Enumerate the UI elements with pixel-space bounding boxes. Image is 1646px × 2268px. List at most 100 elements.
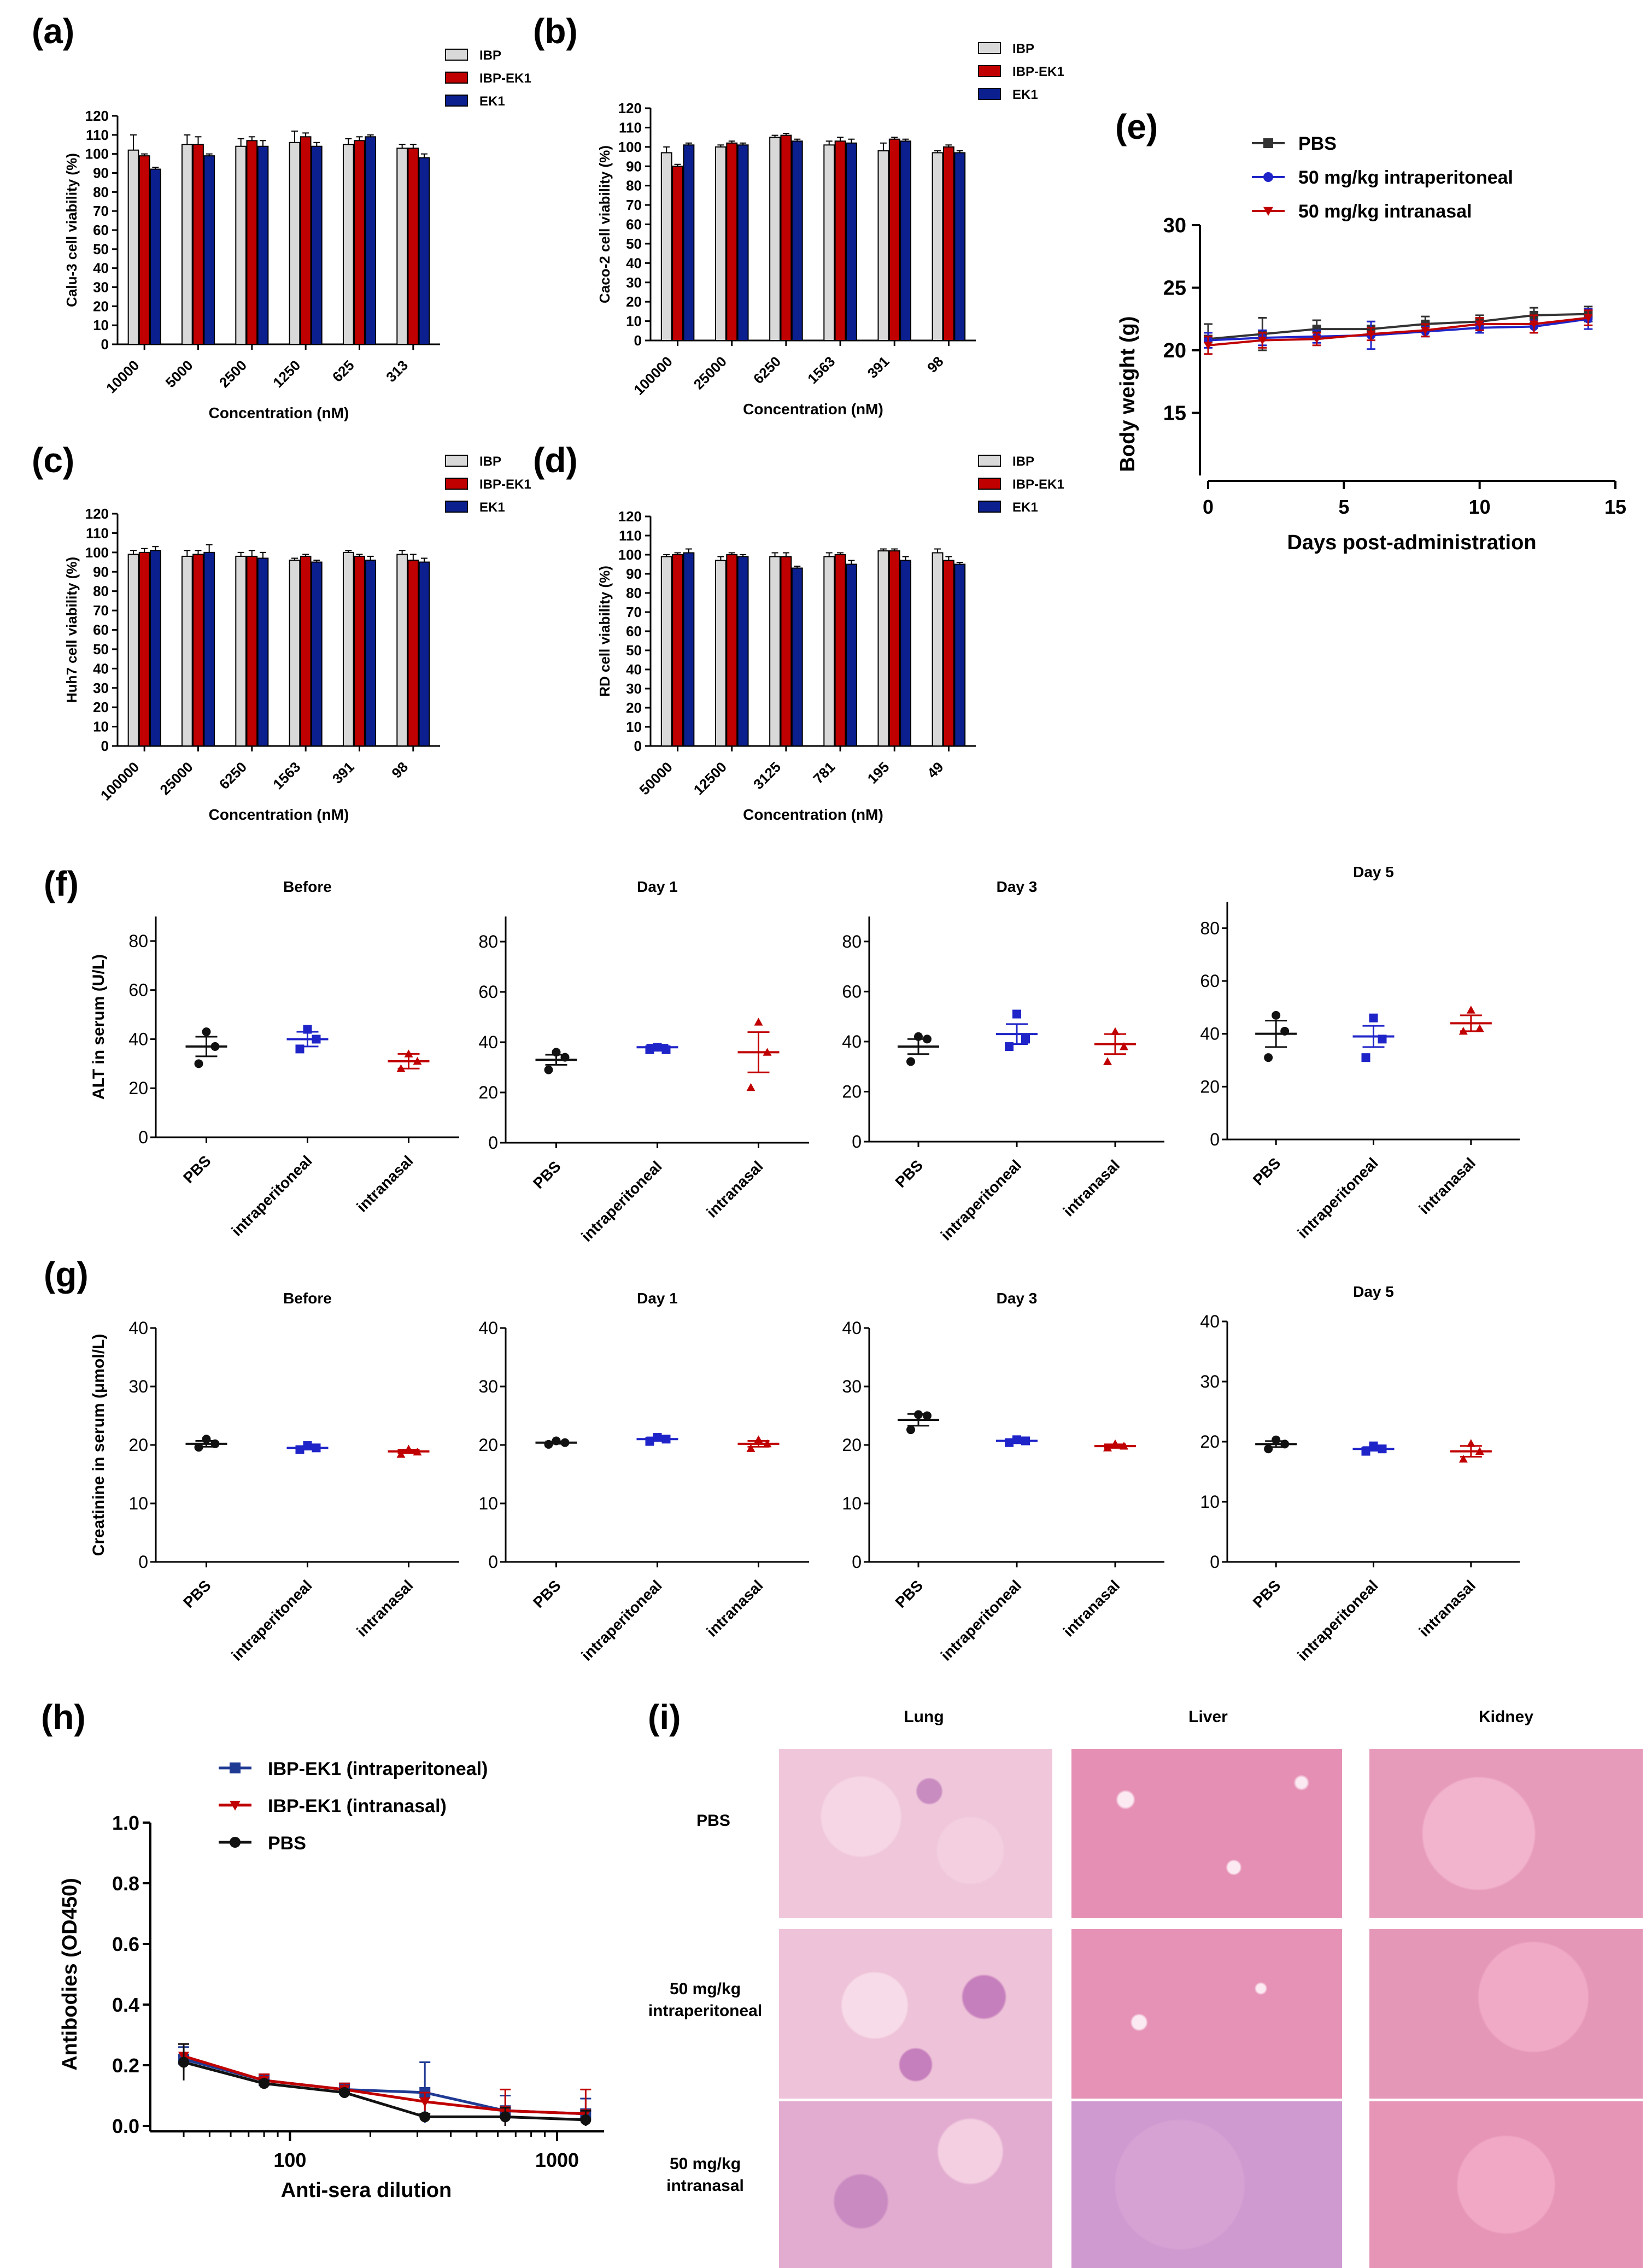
y-tick-label-a: 110: [86, 127, 109, 143]
panel-label-g: (g): [44, 1255, 89, 1294]
series-line-h: [183, 2061, 586, 2122]
y-tick-label-d: 50: [626, 642, 642, 659]
y-tick-label-a: 60: [93, 222, 109, 238]
data-point-g: [194, 1443, 203, 1452]
legend-label-d: EK1: [1012, 500, 1038, 515]
x-tick-label-h: 1000: [535, 2149, 579, 2171]
y-tick-label-b: 100: [618, 139, 642, 155]
bar-d: [672, 554, 684, 747]
y-tick-label-d: 0: [634, 738, 642, 754]
data-point-f: [1361, 1053, 1370, 1062]
x-tick-label-a: 1250: [270, 357, 303, 391]
y-tick-label-d: 80: [626, 585, 642, 601]
legend-label-d: IBP-EK1: [1012, 477, 1064, 492]
x-tick-label-f: intraperitoneal: [228, 1152, 315, 1239]
y-tick-label-f: 0: [488, 1133, 498, 1153]
y-axis-label-b: Caco-2 cell viability (%): [596, 145, 613, 303]
x-tick-label-c: 6250: [216, 759, 250, 792]
legend-swatch-b: [978, 42, 1001, 54]
data-point-h: [259, 2078, 270, 2089]
x-tick-label-e: 15: [1604, 496, 1626, 518]
y-tick-label-a: 10: [93, 317, 109, 333]
data-point-f: [1111, 1027, 1120, 1035]
legend-marker-h: [230, 1801, 241, 1811]
bar-a: [289, 142, 301, 345]
bar-a: [300, 136, 312, 345]
x-tick-label-g: intraperitoneal: [1294, 1577, 1381, 1664]
y-tick-label-d: 110: [619, 527, 642, 544]
panel-label-i: (i): [648, 1697, 681, 1737]
subplot-title-g: Before: [283, 1290, 332, 1307]
legend-label-b: IBP: [1012, 42, 1034, 56]
y-tick-label-g: 10: [478, 1494, 498, 1513]
bar-c: [354, 555, 365, 747]
data-point-e: [1584, 314, 1593, 322]
y-axis-label-d: RD cell viability (%): [596, 566, 613, 697]
legend-swatch-a: [445, 72, 468, 84]
bar-c: [365, 560, 377, 747]
data-point-e: [1258, 337, 1267, 345]
bar-b: [726, 142, 738, 341]
legend-swatch-b: [978, 65, 1001, 77]
bar-d: [726, 554, 738, 747]
bar-b: [780, 134, 792, 341]
y-tick-label-d: 40: [626, 661, 642, 678]
y-tick-label-c: 0: [101, 738, 109, 754]
data-point-e: [1367, 330, 1375, 339]
panel-label-d: (d): [533, 440, 578, 480]
data-point-f: [1369, 1013, 1378, 1023]
bar-c: [300, 555, 312, 747]
y-tick-label-g: 20: [128, 1435, 148, 1455]
x-tick-label-f: intraperitoneal: [1294, 1154, 1381, 1241]
data-point-f: [560, 1053, 570, 1062]
y-tick-label-d: 100: [618, 547, 642, 563]
data-point-f: [1264, 1053, 1273, 1062]
x-tick-label-f: PBS: [180, 1152, 214, 1186]
data-point-g: [1012, 1435, 1021, 1444]
data-point-g: [202, 1435, 211, 1444]
data-point-h: [339, 2087, 350, 2098]
bar-b: [823, 144, 835, 341]
data-point-g: [544, 1439, 553, 1449]
data-point-e: [1312, 335, 1321, 344]
y-tick-label-a: 0: [101, 336, 109, 352]
series-line-h: [183, 2054, 586, 2116]
bar-b: [877, 150, 889, 341]
bar-d: [769, 556, 781, 747]
bar-d: [942, 560, 954, 747]
y-axis-label-a: Calu-3 cell viability (%): [63, 153, 80, 307]
legend-swatch-a: [445, 49, 468, 61]
data-point-g: [1280, 1439, 1290, 1449]
x-tick-label-e: 5: [1338, 496, 1349, 518]
bar-d: [714, 560, 727, 747]
bar-a: [127, 149, 139, 345]
data-point-g: [763, 1439, 772, 1448]
y-tick-label-f: 80: [842, 932, 862, 951]
x-tick-label-f: PBS: [530, 1157, 564, 1192]
legend-swatch-b: [978, 88, 1001, 100]
y-tick-label-g: 10: [128, 1494, 148, 1513]
data-point-g: [1361, 1447, 1370, 1456]
bar-d: [791, 567, 803, 747]
y-tick-label-g: 10: [842, 1494, 862, 1513]
subplot-title-g: Day 5: [1353, 1283, 1394, 1300]
x-tick-label-g: intraperitoneal: [578, 1577, 665, 1664]
histology-lung-intranasal: [779, 2101, 1052, 2268]
y-tick-label-h: 0.2: [112, 2054, 139, 2077]
y-tick-label-h: 0.6: [112, 1933, 139, 1955]
y-tick-label-c: 40: [93, 660, 109, 677]
histology-kidney-pbs: [1369, 1749, 1643, 1918]
legend-label-b: EK1: [1012, 87, 1038, 102]
legend-label-a: IBP-EK1: [479, 71, 531, 86]
bar-d: [737, 556, 749, 747]
data-point-f: [661, 1045, 671, 1054]
bar-d: [846, 563, 857, 747]
series-line-e: [1208, 313, 1589, 340]
y-tick-label-a: 50: [93, 241, 109, 257]
legend-label-c: IBP-EK1: [479, 477, 531, 492]
x-tick-label-a: 5000: [162, 357, 196, 391]
y-tick-label-e: 20: [1163, 339, 1186, 362]
x-tick-label-a: 313: [383, 357, 411, 385]
y-tick-label-a: 90: [93, 165, 109, 181]
bar-a: [235, 145, 247, 345]
